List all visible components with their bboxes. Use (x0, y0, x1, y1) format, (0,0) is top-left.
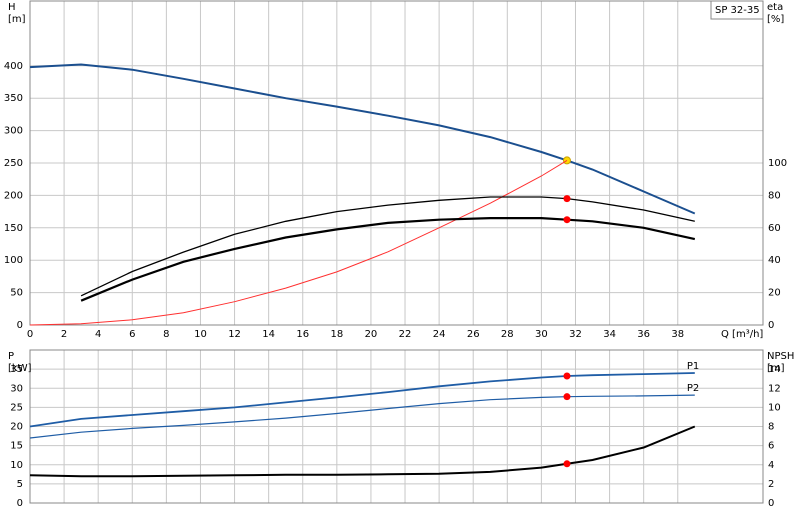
x-tick-label: 28 (501, 329, 514, 340)
x-tick-label: 2 (61, 329, 67, 340)
y-tick-label: 300 (4, 126, 23, 137)
y-tick-label: 25 (10, 402, 23, 413)
x-tick-label: 8 (163, 329, 169, 340)
x-tick-label: 20 (365, 329, 378, 340)
y2-tick-label: 80 (768, 190, 781, 201)
y2-tick-label: 2 (768, 479, 774, 490)
series-label: P2 (687, 383, 699, 394)
series-line (80, 196, 695, 297)
y-tick-label: 20 (10, 422, 23, 433)
x-tick-label: 24 (433, 329, 446, 340)
x-tick-label: 36 (637, 329, 650, 340)
series-line (80, 217, 696, 302)
y-tick-label: 100 (4, 255, 23, 266)
y-tick-label: 5 (17, 479, 23, 490)
y2-tick-label: 0 (768, 498, 774, 509)
x-tick-label: 6 (129, 329, 135, 340)
x-axis-label: Q [m³/h] (721, 329, 763, 340)
y-tick-label: 400 (4, 61, 23, 72)
duty-point (563, 393, 571, 401)
series-line (29, 394, 695, 439)
y-tick-label: 10 (10, 460, 23, 471)
duty-point (563, 216, 571, 224)
y-tick-label: 150 (4, 223, 23, 234)
x-tick-label: 38 (671, 329, 684, 340)
y2-tick-label: 12 (768, 383, 781, 394)
x-tick-label: 26 (467, 329, 480, 340)
x-tick-label: 16 (296, 329, 309, 340)
y2-tick-label: 4 (768, 460, 774, 471)
series-line (29, 159, 568, 326)
x-tick-label: 0 (27, 329, 33, 340)
x-tick-label: 4 (95, 329, 101, 340)
y-axis-label: P (8, 351, 14, 362)
series-line (29, 425, 696, 478)
series-line (29, 372, 695, 428)
x-tick-label: 14 (262, 329, 275, 340)
y-tick-label: 0 (17, 498, 23, 509)
y-tick-label: 35 (10, 364, 23, 375)
y2-tick-label: 6 (768, 441, 774, 452)
y-tick-label: 250 (4, 158, 23, 169)
duty-point (563, 460, 571, 468)
y2-tick-label: 14 (768, 364, 781, 375)
x-tick-label: 32 (569, 329, 582, 340)
y2-axis-label: NPSH (767, 351, 794, 362)
duty-point (563, 195, 571, 203)
y2-tick-label: 8 (768, 422, 774, 433)
y-axis-label: H (8, 2, 16, 13)
y2-tick-label: 40 (768, 255, 781, 266)
series-line (29, 63, 696, 215)
duty-point (563, 372, 571, 380)
y2-tick-label: 20 (768, 288, 781, 299)
x-tick-label: 18 (330, 329, 343, 340)
x-tick-label: 12 (228, 329, 241, 340)
chart-title: SP 32-35 (715, 5, 760, 16)
y-tick-label: 15 (10, 441, 23, 452)
x-tick-label: 30 (535, 329, 548, 340)
y2-axis-unit: [%] (767, 14, 784, 25)
y2-tick-label: 10 (768, 402, 781, 413)
x-tick-label: 10 (194, 329, 207, 340)
y2-axis-label: eta (767, 2, 783, 13)
y-axis-unit: [kW] (8, 363, 32, 374)
y-axis-unit: [m] (8, 14, 26, 25)
y-tick-label: 30 (10, 383, 23, 394)
y-tick-label: 0 (17, 320, 23, 331)
y2-tick-label: 0 (768, 320, 774, 331)
y-tick-label: 50 (10, 288, 23, 299)
y2-tick-label: 100 (768, 158, 787, 169)
y-tick-label: 200 (4, 190, 23, 201)
x-tick-label: 22 (399, 329, 412, 340)
series-label: P1 (687, 361, 699, 372)
x-tick-label: 34 (603, 329, 616, 340)
title-box (710, 0, 764, 20)
y-tick-label: 350 (4, 93, 23, 104)
y2-axis-unit: [m] (767, 363, 785, 374)
y2-tick-label: 60 (768, 223, 781, 234)
plot-frame (29, 0, 764, 326)
